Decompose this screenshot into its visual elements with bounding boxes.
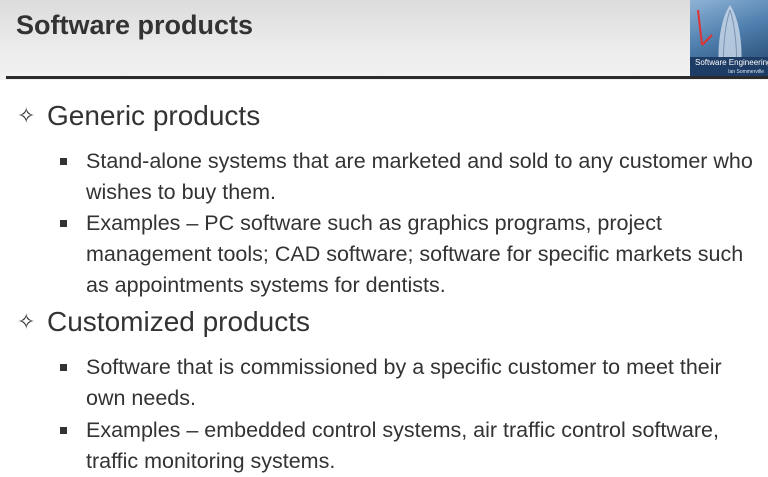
bullet-item: Stand-alone systems that are marketed an… xyxy=(60,146,765,208)
section-heading-generic: ✧ Generic products xyxy=(17,100,260,132)
bullet-item: Software that is commissioned by a speci… xyxy=(60,352,765,414)
bullet-text: Examples – PC software such as graphics … xyxy=(86,211,744,297)
section-heading-customized: ✧ Customized products xyxy=(17,306,310,338)
bullet-item: Examples – PC software such as graphics … xyxy=(60,208,765,301)
book-cover-image: Software Engineering Ian Sommerville xyxy=(690,0,768,77)
square-bullet-icon xyxy=(60,364,67,371)
cover-title: Software Engineering xyxy=(695,58,768,67)
section-heading-text: Generic products xyxy=(47,100,261,131)
bullet-text: Software that is commissioned by a speci… xyxy=(86,355,722,410)
square-bullet-icon xyxy=(60,427,67,434)
section-heading-text: Customized products xyxy=(47,306,311,337)
bullet-text: Examples – embedded control systems, air… xyxy=(86,418,719,473)
bullet-text: Stand-alone systems that are marketed an… xyxy=(86,149,753,204)
bullet-item: Examples – embedded control systems, air… xyxy=(60,415,765,477)
slide-title: Software products xyxy=(16,10,254,40)
cover-band xyxy=(690,57,768,77)
four-point-star-icon: ✧ xyxy=(17,103,36,128)
square-bullet-icon xyxy=(60,220,67,227)
cover-author: Ian Sommerville xyxy=(728,69,764,75)
square-bullet-icon xyxy=(60,158,67,165)
four-point-star-icon: ✧ xyxy=(17,309,36,334)
title-divider xyxy=(6,76,768,79)
slide-header: Software products Software Engineering I… xyxy=(0,0,768,80)
